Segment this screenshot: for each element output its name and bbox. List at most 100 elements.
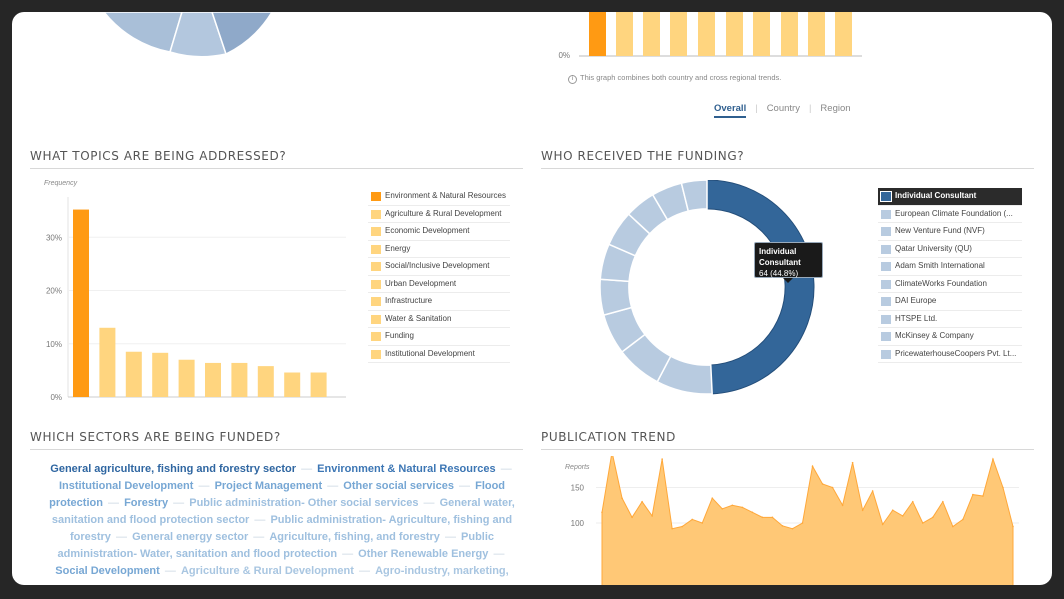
trend-point[interactable] <box>711 497 714 499</box>
sector-word[interactable]: Public administration- Water, sanitation… <box>57 531 495 560</box>
sector-word[interactable]: Agriculture & Rural Development <box>180 565 354 577</box>
prev-chart-bar <box>616 12 633 56</box>
topics-legend-item[interactable]: Energy <box>368 241 510 258</box>
trend-point[interactable] <box>671 527 673 530</box>
trend-point[interactable] <box>942 500 944 503</box>
topics-bar[interactable] <box>73 209 89 397</box>
topics-legend-item[interactable]: Social/Inclusive Development <box>368 258 510 276</box>
topics-legend-item[interactable]: Environment & Natural Resources <box>368 188 510 206</box>
sector-word[interactable]: Forestry <box>124 497 169 509</box>
trend-point[interactable] <box>811 465 814 467</box>
topics-bar[interactable] <box>178 359 195 397</box>
topics-ytick: 30% <box>46 233 62 242</box>
topics-bar[interactable] <box>205 362 221 397</box>
sector-word[interactable]: Agro-industry, marketing, <box>375 565 509 577</box>
sector-word[interactable]: Institutional Development <box>58 480 194 492</box>
recipients-legend-item[interactable]: New Venture Fund (NVF) <box>878 223 1022 241</box>
trend-point[interactable] <box>891 509 894 512</box>
topics-bar[interactable] <box>152 352 169 397</box>
sector-word[interactable]: Environment & Natural Resources <box>317 463 496 475</box>
sector-word[interactable]: Social Development <box>55 565 160 577</box>
trend-point[interactable] <box>741 506 744 509</box>
topics-bar[interactable] <box>284 372 301 397</box>
trend-point[interactable] <box>831 486 834 489</box>
trend-point[interactable] <box>721 508 724 510</box>
trend-point[interactable] <box>1002 486 1004 489</box>
trend-point[interactable] <box>801 522 804 524</box>
trend-point[interactable] <box>821 483 824 485</box>
topics-legend-item[interactable]: Agriculture & Rural Development <box>368 206 510 223</box>
recipients-legend-item[interactable]: ClimateWorks Foundation <box>878 276 1022 293</box>
trend-point[interactable] <box>881 523 884 526</box>
topics-legend-item[interactable]: Urban Development <box>368 276 510 293</box>
recipients-legend-item[interactable]: Individual Consultant <box>878 188 1022 206</box>
trend-point[interactable] <box>851 461 854 464</box>
trend-point[interactable] <box>921 522 924 524</box>
tab-overall[interactable]: Overall <box>714 103 747 118</box>
trend-point[interactable] <box>791 527 794 530</box>
topics-legend-item[interactable]: Water & Sanitation <box>368 311 510 328</box>
trend-point[interactable] <box>781 525 784 527</box>
trend-point[interactable] <box>911 500 914 503</box>
trend-point[interactable] <box>751 511 754 514</box>
trend-point[interactable] <box>631 516 633 519</box>
tab-region[interactable]: Region <box>820 103 851 114</box>
recipients-legend-item[interactable]: European Climate Foundation (... <box>878 206 1022 223</box>
sector-word[interactable]: Agriculture, fishing, and forestry <box>269 531 440 543</box>
trend-point[interactable] <box>871 490 874 492</box>
topics-legend-item[interactable]: Institutional Development <box>368 346 510 363</box>
trend-point[interactable] <box>731 504 734 507</box>
trend-point[interactable] <box>681 525 683 528</box>
trend-point[interactable] <box>641 500 643 503</box>
recipients-legend-item[interactable]: DAI Europe <box>878 293 1022 311</box>
sector-word[interactable]: Public administration- Agriculture, fish… <box>69 514 513 543</box>
trend-point[interactable] <box>1012 525 1014 528</box>
trend-point[interactable] <box>701 522 704 524</box>
recipients-legend-item[interactable]: Qatar University (QU) <box>878 241 1022 258</box>
topics-bar[interactable] <box>257 366 274 397</box>
trend-point[interactable] <box>841 504 844 507</box>
trend-point[interactable] <box>661 458 663 460</box>
trend-scope-tabs: Overall | Country | Region <box>714 103 851 118</box>
trend-point[interactable] <box>691 518 694 521</box>
sector-word[interactable]: General water, sanitation and flood prot… <box>51 497 515 526</box>
sector-word[interactable]: General energy sector <box>132 531 249 543</box>
trend-point[interactable] <box>771 516 774 519</box>
trend-point[interactable] <box>861 509 864 512</box>
trend-point[interactable] <box>601 511 603 514</box>
topics-ytick: 0% <box>50 393 62 402</box>
sector-word[interactable]: Flood protection <box>49 480 506 509</box>
trend-point[interactable] <box>952 525 954 528</box>
topics-legend-item[interactable]: Economic Development <box>368 223 510 241</box>
topics-bar[interactable] <box>125 351 142 397</box>
topics-bar[interactable] <box>231 362 248 397</box>
topics-bar[interactable] <box>99 327 116 397</box>
sector-word[interactable]: Other social services <box>343 480 454 492</box>
trend-point[interactable] <box>992 458 994 460</box>
sector-word[interactable]: Project Management <box>214 480 323 492</box>
word-separator: — <box>339 548 357 560</box>
recipients-legend-item[interactable]: PricewaterhouseCoopers Pvt. Lt... <box>878 346 1022 363</box>
trend-point[interactable] <box>962 518 964 521</box>
trend-point[interactable] <box>972 493 974 496</box>
trend-point[interactable] <box>761 516 764 519</box>
sector-word[interactable]: Public administration- Other social serv… <box>189 497 419 509</box>
recipients-legend-item[interactable]: HTSPE Ltd. <box>878 311 1022 328</box>
topics-bar[interactable] <box>310 372 327 397</box>
recipients-legend-item[interactable]: Adam Smith International <box>878 258 1022 276</box>
topics-legend-item[interactable]: Funding <box>368 328 510 346</box>
trend-point[interactable] <box>651 515 653 517</box>
trend-point[interactable] <box>932 516 934 519</box>
prev-chart-tick-0: 0% <box>558 51 570 60</box>
tab-country[interactable]: Country <box>766 103 800 114</box>
recipient-slice[interactable] <box>680 180 708 213</box>
trend-point[interactable] <box>901 515 904 517</box>
trend-point[interactable] <box>982 495 984 497</box>
info-icon: i <box>568 75 577 84</box>
sector-word[interactable]: General agriculture, fishing and forestr… <box>50 463 297 475</box>
topics-legend-item[interactable]: Infrastructure <box>368 293 510 311</box>
sector-word[interactable]: Other Renewable Energy <box>358 548 489 560</box>
trend-point[interactable] <box>621 497 623 499</box>
recipient-slice[interactable] <box>706 180 815 395</box>
recipients-legend-item[interactable]: McKinsey & Company <box>878 328 1022 346</box>
